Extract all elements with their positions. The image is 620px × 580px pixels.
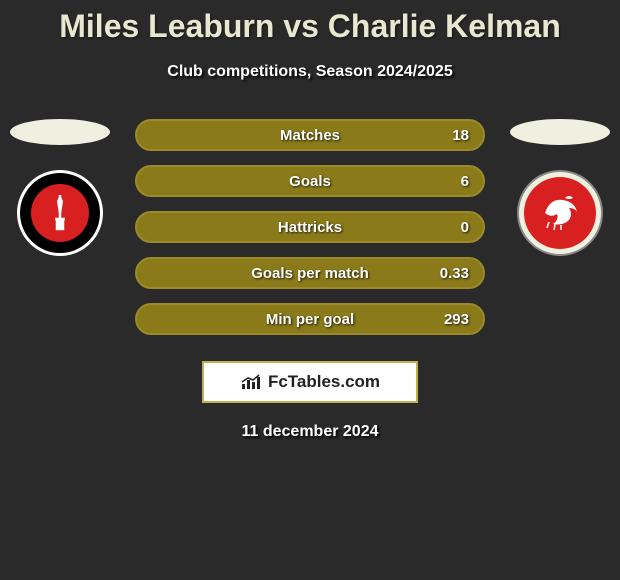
stat-label: Min per goal [266,311,354,328]
stat-row: Hattricks 0 [135,211,485,243]
stat-row: Goals per match 0.33 [135,257,485,289]
stat-value: 18 [452,127,469,144]
comparison-panel: Matches 18 Goals 6 Hattricks 0 Goals per… [0,119,620,339]
chart-icon [240,373,262,391]
stat-label: Goals per match [251,265,369,282]
club-badge-orient [517,170,603,256]
branding-text: FcTables.com [268,372,380,392]
stat-label: Matches [280,127,340,144]
branding-box[interactable]: FcTables.com [202,361,418,403]
player-left-flag [10,119,110,145]
page-title: Miles Leaburn vs Charlie Kelman [0,0,620,45]
stat-value: 0 [461,219,469,236]
player-right-flag [510,119,610,145]
stat-row: Goals 6 [135,165,485,197]
stat-row: Matches 18 [135,119,485,151]
sword-icon [45,193,75,233]
dragon-icon [535,188,585,238]
stat-value: 0.33 [440,265,469,282]
player-left-column [0,119,120,256]
player-right-column [500,119,620,256]
club-badge-charlton [17,170,103,256]
stat-label: Hattricks [278,219,342,236]
stat-value: 293 [444,311,469,328]
stat-value: 6 [461,173,469,190]
date-label: 11 december 2024 [0,423,620,441]
stat-label: Goals [289,173,331,190]
subtitle: Club competitions, Season 2024/2025 [0,63,620,81]
stats-list: Matches 18 Goals 6 Hattricks 0 Goals per… [135,119,485,349]
stat-row: Min per goal 293 [135,303,485,335]
